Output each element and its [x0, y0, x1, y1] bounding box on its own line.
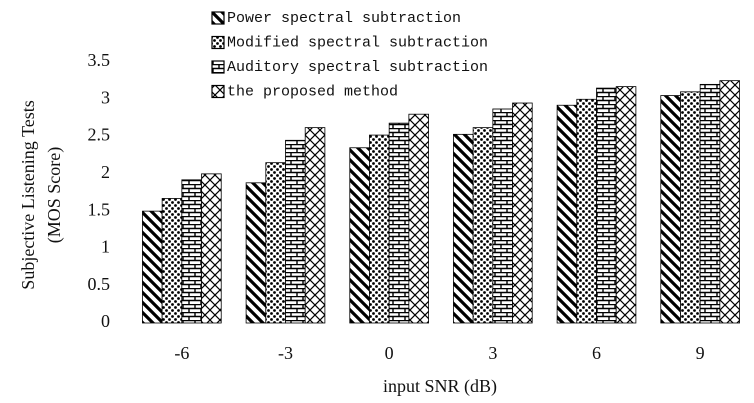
legend-label: Power spectral subtraction [227, 10, 461, 27]
bar [615, 86, 637, 324]
bar [201, 173, 222, 324]
bar [161, 198, 183, 324]
x-tick-label: -6 [174, 343, 189, 363]
bar [142, 210, 163, 324]
y-tick-label: 2 [101, 162, 110, 182]
legend-label: Auditory spectral subtraction [227, 59, 488, 76]
y-tick-label: 3.5 [88, 50, 111, 70]
bar [245, 182, 267, 324]
bar [512, 102, 533, 324]
bar [388, 122, 410, 324]
bar [285, 139, 306, 324]
y-tick-label: 3 [101, 87, 110, 107]
legend-swatch [211, 84, 225, 99]
bar [472, 127, 494, 324]
bar [556, 104, 578, 324]
y-tick-label: 0 [101, 311, 110, 331]
y-tick-label: 0.5 [88, 274, 111, 294]
x-tick-label: 6 [592, 343, 601, 363]
x-tick-label: 3 [488, 343, 497, 363]
y-tick-label: 1.5 [88, 199, 111, 219]
legend-swatch [211, 35, 225, 50]
x-tick-label: 0 [385, 343, 394, 363]
bar [304, 127, 326, 324]
bar [181, 179, 202, 324]
y-axis-label: Subjective Listening Tests [18, 100, 38, 289]
bar [369, 134, 390, 324]
y-axis-label: (MOS Score) [44, 147, 65, 244]
bar [576, 98, 597, 324]
bar [719, 80, 740, 324]
legend: Power spectral subtraction Modified spect… [211, 10, 488, 100]
y-tick-label: 2.5 [88, 125, 111, 145]
x-tick-label: 9 [696, 343, 705, 363]
x-axis-label: input SNR (dB) [383, 376, 497, 397]
bar [660, 95, 681, 324]
bar [492, 108, 513, 324]
bar [408, 113, 429, 324]
bar [349, 147, 370, 324]
x-tick-label: -3 [278, 343, 293, 363]
bar [699, 83, 721, 324]
bar [453, 133, 474, 324]
legend-swatch [211, 11, 225, 25]
legend-label: Modified spectral subtraction [227, 34, 488, 51]
legend-label: the proposed method [227, 83, 398, 100]
legend-swatch [211, 60, 225, 74]
bar [680, 91, 701, 324]
y-tick-label: 1 [101, 237, 110, 257]
bar [265, 162, 286, 324]
bar [596, 87, 617, 324]
